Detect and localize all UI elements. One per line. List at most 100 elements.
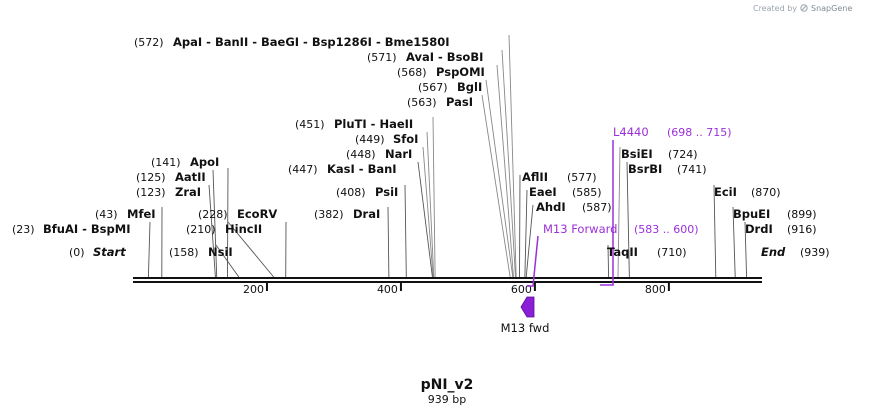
enzyme-position: (228) [198, 208, 228, 221]
enzyme-name: PsiI [375, 185, 398, 199]
enzyme-label-zrai[interactable]: (123) ZraI [136, 185, 201, 199]
cut-line [227, 167, 229, 278]
enzyme-position: (899) [787, 208, 817, 221]
enzyme-label-taqii[interactable]: TaqII (710) [607, 245, 687, 259]
cut-line [732, 206, 736, 278]
enzyme-name: AflII [522, 170, 548, 184]
primer-m13-forward[interactable]: M13 Forward (583 .. 600) [527, 222, 699, 287]
cut-line [496, 64, 514, 278]
enzyme-label-ecii[interactable]: EciI (870) [714, 185, 781, 199]
enzyme-label-pspomi[interactable]: (568) PspOMI [397, 65, 485, 79]
cut-line [227, 221, 275, 278]
sequence-length: 939 bp [428, 393, 466, 406]
cut-line [524, 189, 528, 278]
enzyme-label-mfei[interactable]: (43) MfeI [95, 207, 156, 221]
enzyme-name: EciI [714, 185, 737, 199]
snapgene-logo-icon [800, 4, 808, 12]
enzyme-label-aflii[interactable]: AflII (577) [522, 170, 597, 184]
enzyme-position: (724) [668, 148, 698, 161]
enzyme-label-drai[interactable]: (382) DraI [314, 207, 380, 221]
enzyme-position: (210) [186, 223, 216, 236]
start-name: Start [93, 245, 126, 259]
cut-line [215, 244, 240, 278]
enzyme-name: PspOMI [436, 65, 485, 79]
enzyme-label-ahdi[interactable]: AhdI (587) [536, 200, 612, 214]
enzyme-name: NarI [385, 147, 412, 161]
enzyme-label-ecorv[interactable]: (228) EcoRV [198, 207, 277, 221]
enzyme-label-apai-group[interactable]: (572) ApaI - BanII - BaeGI - Bsp1286I - … [134, 35, 450, 49]
enzyme-label-pluti-haeii[interactable]: (451) PluTI - HaeII [295, 117, 413, 131]
cut-line [617, 146, 621, 278]
enzyme-name: BsiEI [621, 147, 653, 161]
cut-line [422, 146, 434, 278]
cut-line [208, 184, 216, 278]
enzyme-name: BglI [457, 80, 482, 94]
enzyme-name: ZraI [175, 185, 201, 199]
watermark-brand: SnapGene [811, 4, 852, 13]
enzyme-position: (448) [346, 148, 376, 161]
cut-line [713, 184, 717, 278]
enzyme-position: (125) [136, 171, 166, 184]
enzyme-label-bgli[interactable]: (567) BglI [418, 80, 482, 94]
enzyme-position: (158) [169, 246, 199, 259]
feature-m13-fwd-arrow [520, 296, 535, 318]
enzyme-position: (563) [407, 96, 437, 109]
enzyme-label-apoi[interactable]: (141) ApoI [151, 155, 219, 169]
cut-line [481, 94, 511, 278]
enzyme-label-bsiei[interactable]: BsiEI (724) [621, 147, 698, 161]
enzyme-label-eaei[interactable]: EaeI (585) [529, 185, 602, 199]
cut-line [525, 204, 534, 278]
enzyme-position: (141) [151, 156, 181, 169]
enzyme-name: TaqII [607, 245, 638, 259]
feature-m13-fwd[interactable]: M13 fwd [501, 296, 550, 335]
end-label-end[interactable]: End (939) [761, 245, 830, 259]
end-label-start[interactable]: (0) Start [69, 245, 126, 259]
enzyme-name: BpuEI [733, 207, 770, 221]
enzyme-position: (43) [95, 208, 118, 221]
enzyme-label-nari[interactable]: (448) NarI [346, 147, 412, 161]
ruler-tick-label: 200 [243, 283, 264, 296]
enzyme-label-bfuai-bspmi[interactable]: (23) BfuAI - BspMI [12, 222, 130, 236]
enzyme-position: (710) [657, 246, 687, 259]
enzyme-label-nsii[interactable]: (158) NsiI [169, 245, 233, 259]
cut-line [432, 116, 436, 278]
enzyme-position: (449) [355, 133, 385, 146]
feature-m13-fwd-label: M13 fwd [501, 321, 550, 335]
enzyme-label-kasi-bani[interactable]: (447) KasI - BanI [288, 162, 397, 176]
enzyme-position: (23) [12, 223, 35, 236]
cut-line [485, 79, 514, 278]
primer-m13-forward-name: M13 Forward [543, 222, 617, 236]
ruler-tick-label: 600 [511, 283, 532, 296]
cut-line [212, 169, 218, 278]
enzyme-position: (408) [336, 186, 366, 199]
enzyme-name: ApaI - BanII - BaeGI - Bsp1286I - Bme158… [173, 35, 450, 49]
enzyme-name: EaeI [529, 185, 557, 199]
primer-l4440[interactable]: L4440 (698 .. 715) [600, 125, 732, 286]
primer-m13-forward-range: (583 .. 600) [634, 223, 699, 236]
enzyme-label-pasi[interactable]: (563) PasI [407, 95, 473, 109]
enzyme-label-drdi[interactable]: DrdI (916) [745, 222, 817, 236]
enzyme-position: (123) [136, 186, 166, 199]
enzyme-label-hincii[interactable]: (210) HincII [186, 222, 262, 236]
ruler-tick-label: 800 [645, 283, 666, 296]
primer-l4440-line [600, 140, 614, 286]
snapgene-watermark: Created by SnapGene [753, 4, 852, 13]
enzyme-position: (451) [295, 118, 325, 131]
enzyme-name: AvaI - BsoBI [406, 50, 483, 64]
cut-line [387, 206, 390, 278]
cut-site-lines [147, 34, 748, 278]
primer-m13-forward-line [527, 235, 539, 287]
cut-line [607, 244, 610, 278]
cut-line [744, 221, 748, 278]
enzyme-name: DraI [353, 207, 380, 221]
enzyme-label-sfoi[interactable]: (449) SfoI [355, 132, 418, 146]
start-position: (0) [69, 246, 85, 259]
enzyme-label-bsrbi[interactable]: BsrBI (741) [628, 162, 707, 176]
cut-line [426, 131, 435, 278]
enzyme-name: BsrBI [628, 162, 662, 176]
enzyme-label-aatii[interactable]: (125) AatII [136, 170, 206, 184]
enzyme-label-bpuei[interactable]: BpuEI (899) [733, 207, 817, 221]
enzyme-label-psii[interactable]: (408) PsiI [336, 185, 398, 199]
enzyme-label-avai-bsobi[interactable]: (571) AvaI - BsoBI [367, 50, 483, 64]
